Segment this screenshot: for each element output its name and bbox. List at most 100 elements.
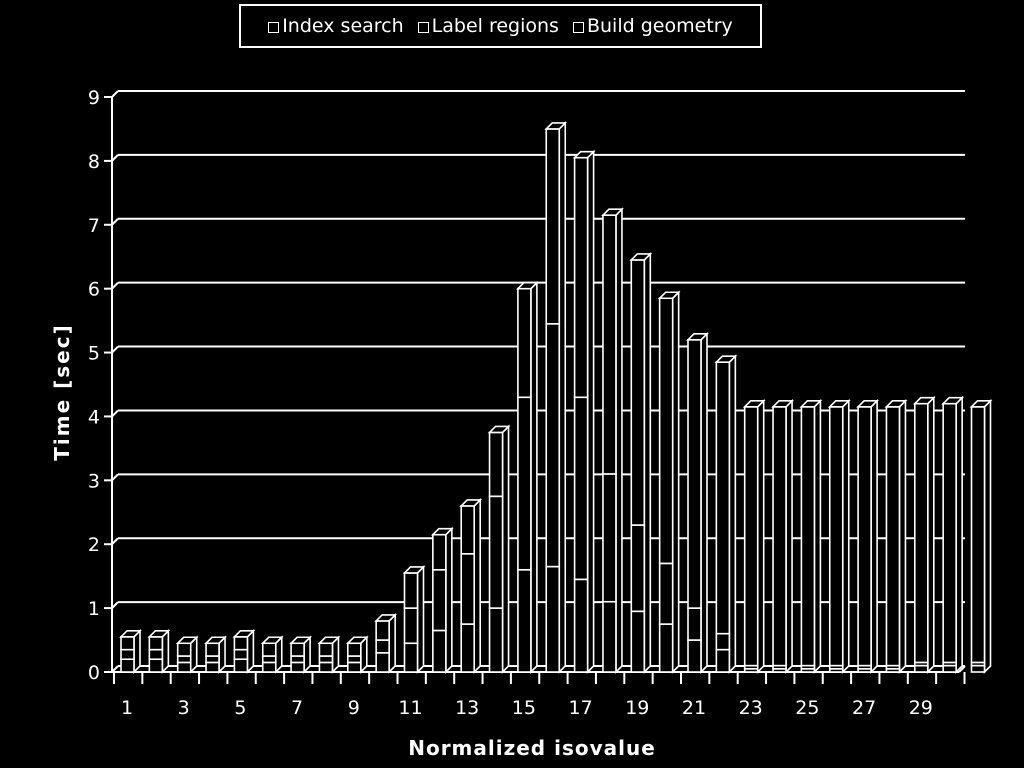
bar-segment-index-search — [488, 607, 504, 673]
bar-segment-label-regions — [120, 648, 135, 661]
bar-stack — [941, 395, 965, 674]
bar-stack — [714, 354, 738, 674]
bar-side-face — [416, 565, 425, 674]
bar-stack — [430, 526, 454, 674]
bar-stack — [912, 395, 936, 674]
bar-segment-index-search — [233, 658, 249, 673]
bar-segment-index-search — [630, 610, 646, 673]
bar-top-face — [317, 636, 341, 645]
bar-segment-build-geometry — [545, 128, 561, 325]
bar-segment-build-geometry — [233, 636, 249, 651]
bar-segment-index-search — [432, 629, 447, 673]
bar-stack — [856, 398, 880, 674]
y-axis — [104, 96, 966, 684]
bar-segment-build-geometry — [800, 406, 816, 667]
bar-segment-label-regions — [205, 655, 220, 664]
legend-swatch-icon — [417, 22, 429, 33]
bar-stack — [827, 398, 851, 674]
bar-side-face — [955, 395, 963, 674]
bar-top-face — [686, 332, 709, 341]
bar-segment-index-search — [517, 568, 532, 673]
bar-segment-build-geometry — [290, 642, 305, 657]
bar-top-face — [175, 636, 199, 645]
bar-segment-label-regions — [261, 655, 277, 664]
bar-segment-build-geometry — [970, 406, 986, 664]
y-tick-label: 0 — [88, 662, 100, 684]
legend-swatch-icon — [572, 22, 584, 33]
bar-stack — [742, 398, 766, 674]
bar-top-face — [941, 396, 965, 405]
bar-stack — [544, 121, 568, 674]
x-tick-label: 3 — [178, 697, 190, 719]
bar-stack — [232, 628, 256, 674]
bar-segment-build-geometry — [687, 338, 702, 609]
bar-segment-index-search — [176, 661, 192, 673]
bar-top-face — [119, 630, 142, 638]
bar-side-face — [926, 395, 935, 674]
bar-stack — [771, 398, 794, 674]
legend-item-index-search: Index search — [268, 15, 404, 37]
x-tick-label: 5 — [234, 697, 246, 719]
x-tick-label: 29 — [909, 697, 933, 719]
bar-segment-build-geometry — [375, 620, 390, 641]
bar-segment-label-regions — [290, 655, 305, 664]
legend-swatch-icon — [268, 22, 280, 33]
x-tick-label: 17 — [569, 697, 593, 719]
bar-segment-index-search — [460, 623, 476, 673]
bar-side-face — [473, 497, 482, 674]
bar-segment-build-geometry — [772, 406, 787, 667]
bar-top-face — [572, 150, 596, 159]
y-tick-label: 3 — [88, 470, 100, 492]
bar-side-face — [501, 424, 510, 674]
bar-top-face — [430, 527, 454, 536]
legend-label: Index search — [282, 15, 404, 37]
y-axis-title: Time [sec] — [50, 323, 74, 461]
bar-segment-label-regions — [148, 648, 164, 661]
bar-top-face — [601, 208, 624, 216]
bar-side-face — [813, 398, 822, 674]
bar-top-face — [856, 400, 880, 408]
bars — [119, 121, 993, 674]
bar-segment-build-geometry — [715, 361, 731, 635]
bar-segment-build-geometry — [261, 642, 277, 657]
bar-segment-label-regions — [715, 632, 731, 651]
x-tick-label: 25 — [795, 697, 819, 719]
bar-segment-label-regions — [630, 524, 646, 613]
bar-segment-index-search — [346, 661, 362, 673]
bar-segment-index-search — [205, 661, 220, 673]
y-tick-label: 8 — [88, 151, 100, 173]
bar-top-face — [459, 499, 483, 507]
y-tick-label: 4 — [88, 406, 100, 428]
bar-top-face — [402, 566, 426, 574]
bar-segment-build-geometry — [120, 636, 135, 651]
bar-segment-index-search — [261, 661, 277, 673]
bar-stack — [374, 612, 398, 674]
bar-side-face — [558, 121, 567, 674]
bar-segment-index-search — [913, 664, 929, 673]
bar-side-face — [756, 398, 765, 674]
bar-segment-build-geometry — [857, 406, 872, 667]
x-tick-labels: 1 3 5 7 9 11 13 15 17 19 21 23 25 27 29 — [121, 697, 933, 719]
bar-stack — [629, 251, 653, 674]
bar-top-face — [629, 253, 653, 261]
bar-segment-index-search — [120, 658, 135, 673]
y-tick-label: 2 — [88, 534, 100, 556]
y-tick-label: 6 — [88, 279, 100, 301]
bar-segment-label-regions — [318, 655, 334, 664]
bar-segment-build-geometry — [517, 287, 532, 399]
bar-segment-label-regions — [602, 473, 617, 603]
bar-segment-label-regions — [488, 495, 504, 609]
bar-stack — [147, 628, 171, 674]
bar-segment-index-search — [942, 664, 957, 673]
bar-segment-label-regions — [403, 607, 419, 645]
bar-segment-build-geometry — [743, 406, 759, 667]
bar-top-face — [487, 425, 511, 434]
bar-stack — [572, 149, 596, 674]
bar-segment-index-search — [545, 565, 561, 673]
y-tick-label: 5 — [88, 343, 100, 365]
bar-stack — [799, 398, 823, 674]
bar-side-face — [615, 207, 623, 674]
bar-segment-build-geometry — [602, 214, 617, 475]
bar-segment-index-search — [403, 642, 419, 673]
bar-top-face — [374, 614, 398, 622]
